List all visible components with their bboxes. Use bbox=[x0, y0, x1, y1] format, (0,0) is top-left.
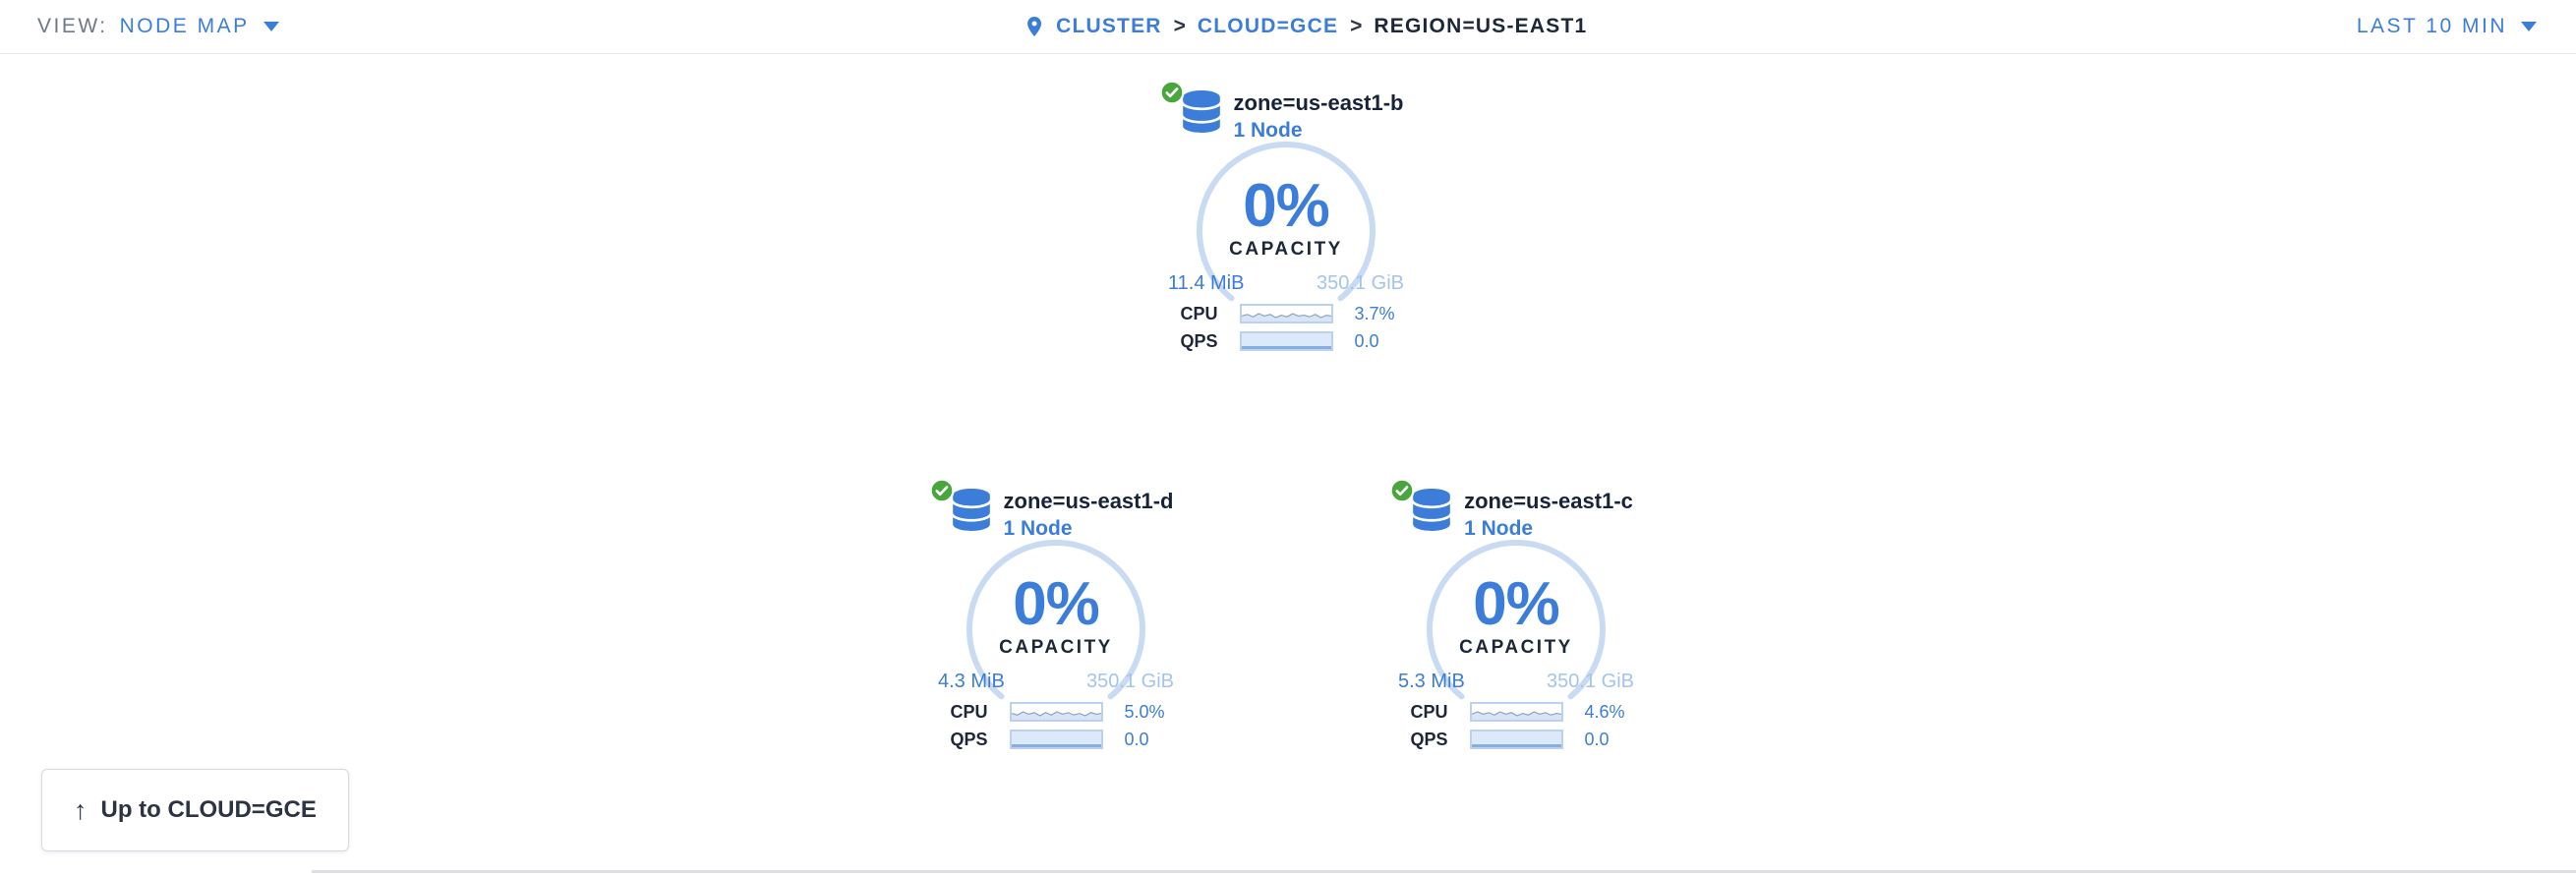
qps-value: 0.0 bbox=[1354, 331, 1379, 351]
cpu-label: CPU bbox=[1410, 702, 1448, 722]
capacity-gauge-arc bbox=[1188, 133, 1384, 334]
capacity-range: 4.3 MiB 350.1 GiB bbox=[899, 671, 1213, 692]
zone-card-us-east1-c[interactable]: zone=us-east1-c 1 Node 0% CAPACITY 5.3 M… bbox=[1359, 477, 1673, 764]
zone-icon-group bbox=[929, 478, 990, 532]
capacity-range: 11.4 MiB 350.1 GiB bbox=[1129, 272, 1443, 294]
zone-card-us-east1-d[interactable]: zone=us-east1-d 1 Node 0% CAPACITY 4.3 M… bbox=[899, 477, 1213, 764]
cpu-sparkline-chart bbox=[1469, 702, 1563, 722]
capacity-used: 4.3 MiB bbox=[938, 671, 1005, 692]
qps-bar-chart bbox=[1239, 331, 1333, 351]
cpu-value: 3.7% bbox=[1354, 304, 1395, 323]
capacity-used: 5.3 MiB bbox=[1398, 671, 1465, 692]
breadcrumb-separator: > bbox=[1173, 15, 1186, 37]
database-icon bbox=[1413, 489, 1450, 531]
zone-icon-group bbox=[1389, 478, 1450, 532]
breadcrumb-separator: > bbox=[1350, 15, 1363, 37]
zone-name: zone=us-east1-b bbox=[1233, 90, 1404, 115]
up-button-label: Up to CLOUD=GCE bbox=[100, 796, 317, 823]
bottom-divider bbox=[312, 870, 2576, 873]
cpu-metric-row: CPU 4.6% bbox=[1359, 702, 1673, 722]
qps-value: 0.0 bbox=[1584, 730, 1610, 749]
view-value[interactable]: NODE MAP bbox=[119, 15, 250, 37]
zone-card-us-east1-b[interactable]: zone=us-east1-b 1 Node 0% CAPACITY 11.4 … bbox=[1129, 79, 1443, 366]
capacity-range: 5.3 MiB 350.1 GiB bbox=[1359, 671, 1673, 692]
up-arrow-icon: ↑ bbox=[74, 794, 88, 825]
qps-label: QPS bbox=[950, 730, 988, 749]
zone-titles: zone=us-east1-d 1 Node bbox=[1004, 489, 1174, 541]
breadcrumb-region-current: REGION=US-EAST1 bbox=[1374, 15, 1588, 37]
qps-metric-row: QPS 0.0 bbox=[1129, 331, 1443, 351]
up-to-cloud-gce-button[interactable]: ↑ Up to CLOUD=GCE bbox=[41, 769, 349, 851]
health-check-icon bbox=[929, 478, 955, 503]
view-selector[interactable]: VIEW: NODE MAP bbox=[37, 0, 279, 53]
cpu-label: CPU bbox=[950, 702, 988, 722]
breadcrumb-cluster[interactable]: CLUSTER bbox=[1056, 15, 1162, 37]
chevron-down-icon[interactable] bbox=[263, 22, 279, 31]
cpu-metric-row: CPU 5.0% bbox=[899, 702, 1213, 722]
capacity-total: 350.1 GiB bbox=[1317, 272, 1404, 294]
breadcrumb: CLUSTER > CLOUD=GCE > REGION=US-EAST1 bbox=[1023, 0, 1587, 53]
qps-value: 0.0 bbox=[1124, 730, 1149, 749]
qps-metric-row: QPS 0.0 bbox=[1359, 730, 1673, 749]
topbar: VIEW: NODE MAP CLUSTER > CLOUD=GCE > REG… bbox=[0, 0, 2576, 54]
time-range-label[interactable]: LAST 10 MIN bbox=[2356, 15, 2507, 37]
view-label: VIEW: bbox=[37, 15, 108, 37]
zone-titles: zone=us-east1-c 1 Node bbox=[1464, 489, 1633, 541]
cpu-label: CPU bbox=[1180, 304, 1218, 323]
cpu-sparkline-chart bbox=[1239, 304, 1333, 323]
zone-header: zone=us-east1-d 1 Node bbox=[899, 477, 1213, 541]
zone-node-count: 1 Node bbox=[1233, 119, 1303, 142]
time-range-selector[interactable]: LAST 10 MIN bbox=[2357, 0, 2537, 53]
database-icon bbox=[952, 489, 990, 531]
qps-bar-chart bbox=[1009, 730, 1103, 749]
location-pin-icon bbox=[1023, 12, 1046, 41]
database-icon bbox=[1182, 90, 1220, 133]
zone-icon-group bbox=[1159, 80, 1220, 134]
capacity-gauge-arc bbox=[958, 531, 1154, 732]
capacity-gauge-arc bbox=[1418, 531, 1614, 732]
capacity-total: 350.1 GiB bbox=[1086, 671, 1174, 692]
chevron-down-icon[interactable] bbox=[2521, 22, 2537, 31]
breadcrumb-cloud-gce[interactable]: CLOUD=GCE bbox=[1197, 15, 1339, 37]
zone-titles: zone=us-east1-b 1 Node bbox=[1234, 90, 1404, 143]
cpu-sparkline-chart bbox=[1009, 702, 1103, 722]
zone-node-count: 1 Node bbox=[1464, 517, 1534, 540]
cpu-value: 4.6% bbox=[1584, 702, 1625, 722]
zone-header: zone=us-east1-c 1 Node bbox=[1359, 477, 1673, 541]
cpu-metric-row: CPU 3.7% bbox=[1129, 304, 1443, 323]
capacity-used: 11.4 MiB bbox=[1168, 272, 1245, 294]
qps-label: QPS bbox=[1180, 331, 1218, 351]
zone-name: zone=us-east1-d bbox=[1003, 489, 1174, 513]
zone-name: zone=us-east1-c bbox=[1464, 489, 1633, 513]
health-check-icon bbox=[1389, 478, 1415, 503]
qps-bar-chart bbox=[1469, 730, 1563, 749]
qps-label: QPS bbox=[1410, 730, 1448, 749]
zone-node-count: 1 Node bbox=[1003, 517, 1073, 540]
zone-header: zone=us-east1-b 1 Node bbox=[1129, 79, 1443, 143]
cpu-value: 5.0% bbox=[1124, 702, 1165, 722]
qps-metric-row: QPS 0.0 bbox=[899, 730, 1213, 749]
health-check-icon bbox=[1159, 80, 1185, 105]
capacity-total: 350.1 GiB bbox=[1547, 671, 1634, 692]
